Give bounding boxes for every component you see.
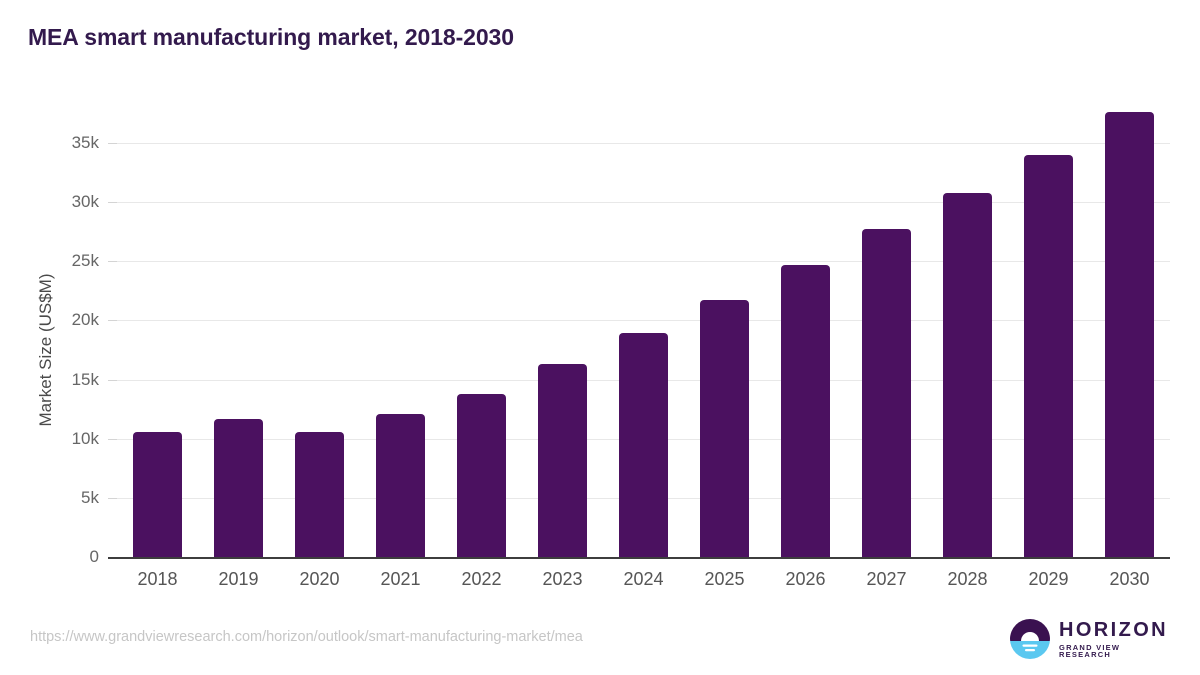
y-tick-mark	[108, 379, 117, 381]
y-tick-label: 15k	[71, 369, 99, 389]
x-tick-label: 2020	[299, 569, 340, 589]
y-tick-label: 0	[89, 547, 99, 566]
x-tick-label: 2024	[623, 569, 664, 589]
logo-text: HORIZON GRAND VIEW RESEARCH	[1059, 620, 1170, 659]
gridline	[108, 143, 1170, 144]
y-tick-label: 5k	[81, 487, 99, 507]
logo-tagline: GRAND VIEW RESEARCH	[1059, 642, 1121, 659]
x-tick-label: 2026	[785, 569, 826, 589]
gridline	[108, 320, 1170, 322]
y-tick-label: 10k	[71, 428, 99, 448]
x-axis-labels: 2018 2019 2020 2021 2022 2023 2024 2025 2026 2027…	[117, 569, 1170, 595]
y-tick-mark	[108, 143, 117, 144]
y-tick-mark	[108, 497, 117, 499]
y-axis-title: Market Size (US$M)	[36, 273, 55, 427]
x-tick-label: 2021	[380, 569, 421, 589]
x-tick-label: 2028	[947, 569, 988, 589]
x-tick-label: 2019	[218, 569, 259, 589]
y-tick-mark	[108, 202, 117, 204]
bar[interactable]	[295, 432, 344, 557]
bar[interactable]	[133, 431, 182, 557]
x-tick-label: 2030	[1109, 569, 1150, 589]
y-tick-label: 35k	[71, 133, 99, 152]
x-tick-label: 2025	[704, 569, 745, 589]
x-tick-label: 2023	[542, 569, 583, 589]
bar[interactable]	[457, 393, 506, 557]
bar[interactable]	[538, 363, 587, 557]
bar[interactable]	[943, 192, 992, 557]
gridline	[108, 261, 1170, 263]
x-tick-label: 2027	[866, 569, 907, 589]
axis-baseline	[108, 557, 1170, 559]
bar[interactable]	[619, 333, 668, 557]
bar[interactable]	[1105, 111, 1154, 557]
bar[interactable]	[862, 229, 911, 557]
page-title: MEA smart manufacturing market, 2018-203…	[28, 24, 514, 50]
y-tick-label: 20k	[71, 310, 99, 330]
x-tick-label: 2022	[461, 569, 502, 589]
y-tick-mark	[108, 261, 117, 263]
y-tick-label: 30k	[71, 192, 99, 212]
bar[interactable]	[700, 299, 749, 557]
bar[interactable]	[1024, 154, 1073, 557]
x-tick-label: 2029	[1028, 569, 1069, 589]
horizon-logo[interactable]: HORIZON GRAND VIEW RESEARCH	[1010, 617, 1170, 661]
y-tick-label: 25k	[71, 251, 99, 271]
plot-area: 0 5k 10k 15k 20k 25k 30k 35k	[72, 111, 1170, 566]
x-tick-label: 2018	[137, 569, 178, 589]
bar[interactable]	[214, 419, 263, 557]
y-tick-mark	[108, 320, 117, 322]
gridline	[108, 202, 1170, 204]
horizon-sunset-circle-icon	[1010, 619, 1050, 659]
y-tick-mark	[108, 557, 117, 559]
y-tick-mark	[108, 438, 117, 440]
bar[interactable]	[781, 264, 830, 557]
source-url[interactable]: https://www.grandviewresearch.com/horizo…	[30, 629, 583, 645]
bar-series	[117, 111, 1170, 557]
bar[interactable]	[376, 414, 425, 557]
logo-wordmark: HORIZON	[1059, 618, 1169, 641]
